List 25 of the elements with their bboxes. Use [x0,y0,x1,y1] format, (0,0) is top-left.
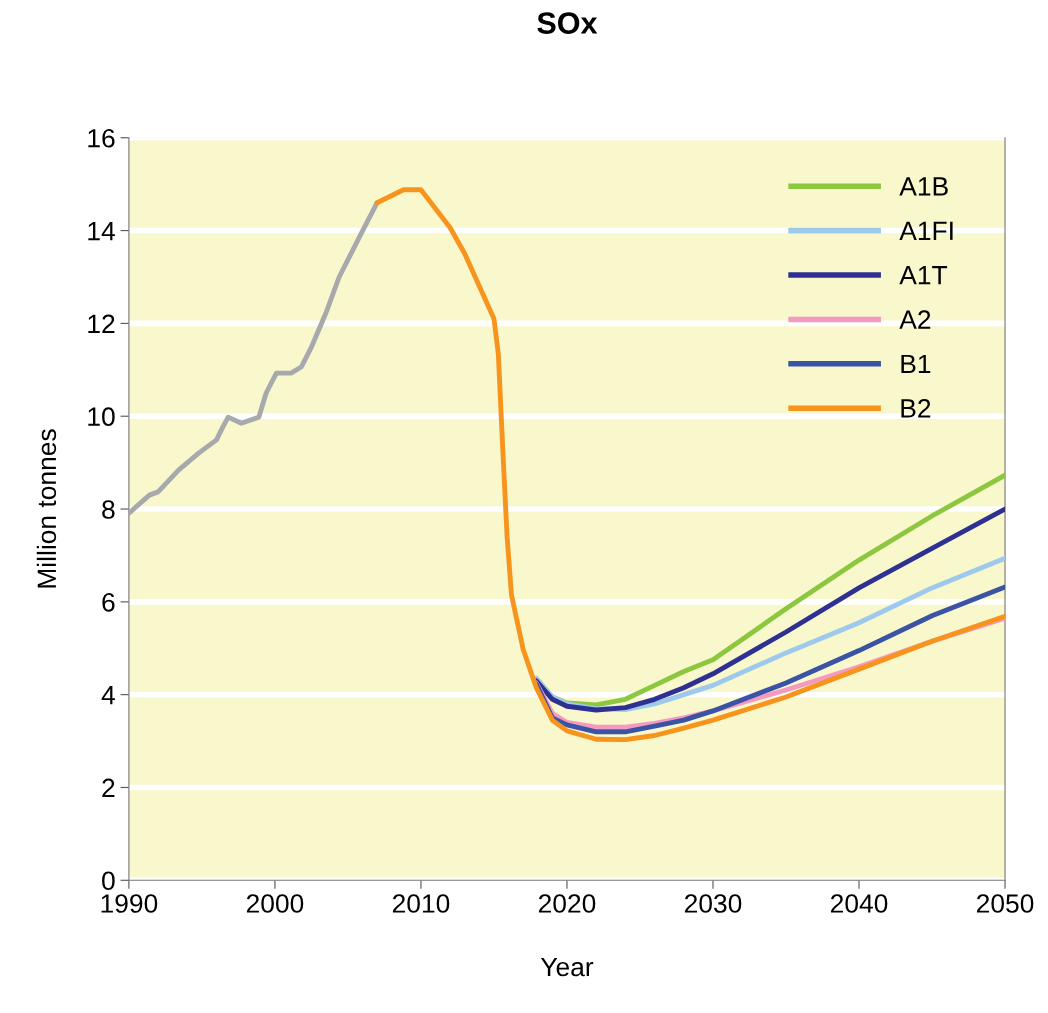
y-tick-label: 16 [88,128,115,148]
y-tick-label: 2 [102,778,115,798]
x-tick-label: 2020 [538,894,596,913]
x-tick-label: 2030 [684,894,742,913]
x-tick-label: 1990 [101,894,158,913]
legend-label: B1 [901,354,931,374]
legend-label: A1FI [899,221,953,240]
y-tick-label: 10 [88,407,115,427]
legend-label: B2 [901,399,931,418]
x-tick-label: 2050 [977,894,1034,913]
y-tick-label: 4 [101,686,115,705]
x-axis-title: Year [540,957,594,977]
x-tick-label: 2000 [246,894,304,913]
legend-label: A1T [899,266,948,285]
y-tick-label: 14 [88,221,115,241]
y-tick-label: 0 [102,871,115,891]
y-tick-label: 12 [88,314,115,333]
y-tick-label: 8 [102,500,115,519]
y-tick-label: 6 [102,592,115,612]
legend-label: A2 [899,310,931,329]
x-tick-label: 2010 [392,894,450,913]
x-tick-label: 2040 [830,894,888,913]
y-axis-title: Million tonnes [36,429,57,588]
legend-label: A1B [899,177,948,196]
chart-title: SOx [537,12,598,34]
